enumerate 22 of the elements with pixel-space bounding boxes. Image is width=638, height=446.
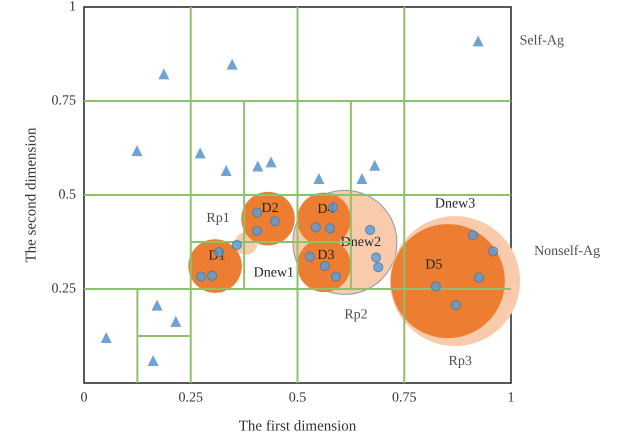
data-label: D5 [425, 258, 442, 273]
data-label: D3 [317, 248, 335, 263]
data-label: D1 [208, 248, 226, 264]
y-axis-title: The second dimension [24, 127, 40, 262]
text: Self-Ag [520, 33, 564, 48]
x-tick-label: 1 [508, 390, 514, 406]
data-label: Dnew3 [434, 196, 476, 212]
x-tick-label: 0.75 [392, 390, 416, 406]
annotation: Rp3 [448, 354, 472, 370]
y-tick-label: 0.25 [52, 282, 76, 296]
x-tick-label: 0.5 [288, 390, 306, 406]
y-tick-label: 0.75 [52, 94, 76, 108]
y-tick-label: 1 [69, 0, 76, 14]
annotation: Rp1 [206, 211, 230, 226]
x-tick-label: 0 [80, 390, 88, 406]
x-tick-label: 0.25 [178, 390, 203, 406]
annotation: Rp2 [344, 307, 368, 322]
y-tick-label: 0.5 [58, 188, 76, 202]
text: Nonself-Ag [534, 244, 600, 259]
x-axis-title: The first dimension [238, 418, 357, 434]
data-label: Dnew1 [254, 265, 294, 280]
data-label: D2 [261, 201, 279, 216]
